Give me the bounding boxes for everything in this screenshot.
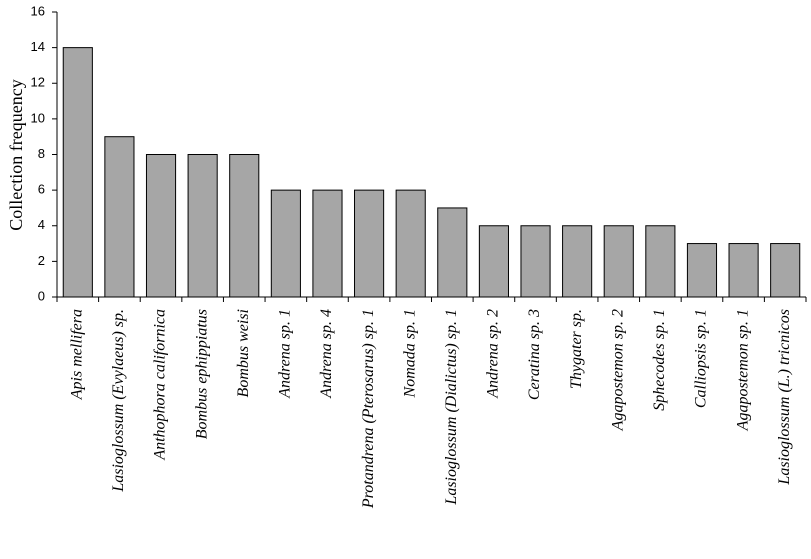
x-tick-label: Andrena sp. 1: [277, 309, 294, 399]
bar: [437, 207, 468, 298]
x-tick-label: Sphecodes sp. 1: [651, 309, 668, 411]
x-tick-label: Lasioglossum (Evylaeus) sp.: [110, 309, 127, 493]
x-tick-label: Andrena sp. 2: [485, 309, 502, 399]
x-tick-label: Thygater sp.: [568, 309, 585, 389]
x-tick-label: Bombus ephippiatus: [193, 309, 210, 439]
x-tick-label: Lasioglossum (Dialictus) sp. 1: [443, 309, 460, 506]
x-tick-label: Bombus weisi: [235, 309, 252, 397]
bar: [270, 189, 301, 298]
x-tick-label: Agapostemon sp. 2: [609, 309, 626, 431]
bar: [686, 243, 718, 298]
x-tick-label: Calliopsis sp. 1: [693, 309, 710, 408]
y-tick-label: 14: [31, 39, 45, 54]
y-tick-label: 8: [38, 146, 45, 161]
x-tick-label: Ceratina sp. 3: [526, 309, 543, 400]
y-tick-label: 4: [38, 217, 45, 232]
bar: [562, 225, 593, 298]
y-tick-label: 2: [38, 253, 45, 268]
bar: [104, 136, 135, 298]
x-tick-label: Apis mellifera: [68, 309, 85, 400]
bar: [187, 154, 218, 298]
x-tick-label: Protandrena (Pterosarus) sp. 1: [360, 309, 377, 509]
x-tick-label: Agapostemon sp. 1: [734, 309, 751, 431]
bar: [520, 225, 551, 298]
bar: [312, 189, 343, 298]
x-tick-label: Anthophora californica: [152, 309, 169, 461]
bar: [603, 225, 634, 298]
x-tick-label: Lasioglossum (L.) tricnicos: [776, 309, 793, 486]
x-tick-label: Andrena sp. 4: [318, 309, 335, 399]
y-axis-label: Collection frequency: [6, 79, 26, 230]
y-tick-label: 10: [31, 110, 45, 125]
bar: [395, 189, 426, 298]
bar: [478, 225, 509, 298]
x-tick-label: Nomada sp. 1: [401, 309, 418, 398]
y-tick-label: 0: [38, 288, 45, 303]
bar: [145, 154, 177, 298]
y-tick-label: 16: [31, 3, 45, 18]
bar: [229, 154, 260, 298]
bar: [770, 243, 801, 298]
bar: [62, 47, 93, 298]
bar: [354, 189, 385, 298]
y-tick-label: 6: [38, 182, 45, 197]
bar: [728, 243, 759, 298]
bar: [645, 225, 676, 298]
y-tick-label: 12: [31, 75, 45, 90]
